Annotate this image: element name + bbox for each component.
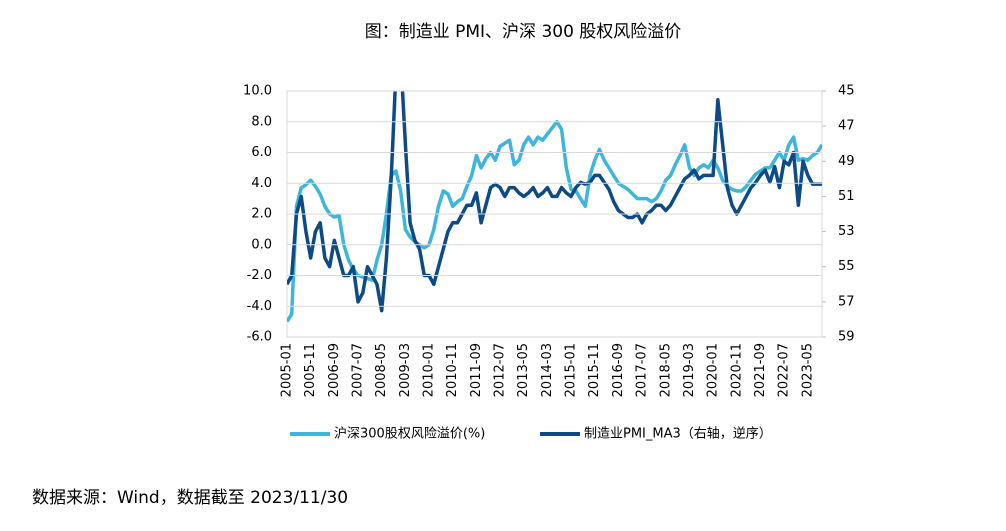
y-tick-label: 6.0 <box>251 145 272 160</box>
y2-tick-label: 53 <box>838 224 855 239</box>
y-tick-label: -6.0 <box>247 330 272 345</box>
x-tick-label: 2016-09 <box>611 343 626 397</box>
x-tick-label: 2021-09 <box>753 343 768 397</box>
x-tick-label: 2006-09 <box>327 343 342 397</box>
x-tick-label: 2007-07 <box>351 343 366 397</box>
x-tick-label: 2012-07 <box>493 343 508 397</box>
x-tick-label: 2005-01 <box>280 343 295 397</box>
y2-tick-label: 51 <box>838 189 855 204</box>
x-tick-label: 2010-01 <box>422 343 437 397</box>
y2-tick-label: 59 <box>838 330 855 345</box>
y2-tick-label: 45 <box>838 84 855 99</box>
x-tick-label: 2022-07 <box>777 343 792 397</box>
x-tick-label: 2008-05 <box>374 343 389 397</box>
x-tick-label: 2009-03 <box>398 343 413 397</box>
y2-tick-label: 57 <box>838 294 855 309</box>
x-tick-label: 2015-11 <box>587 343 602 397</box>
x-tick-label: 2015-01 <box>564 343 579 397</box>
plot-area <box>287 91 822 323</box>
y-tick-label: 4.0 <box>251 176 272 191</box>
series-line <box>287 120 822 323</box>
legend-label: 沪深300股权风险溢价(%) <box>334 426 485 442</box>
y2-tick-label: 47 <box>838 119 855 134</box>
x-tick-label: 2013-05 <box>516 343 531 397</box>
x-tick-label: 2020-11 <box>729 343 744 397</box>
x-tick-label: 2017-07 <box>635 343 650 397</box>
y-tick-label: -4.0 <box>247 299 272 314</box>
x-tick-label: 2018-05 <box>658 343 673 397</box>
y2-tick-label: 55 <box>838 259 855 274</box>
x-tick-label: 2011-09 <box>469 343 484 397</box>
series-line <box>287 91 822 313</box>
y-tick-label: 10.0 <box>243 84 272 99</box>
y2-tick-label: 49 <box>838 154 855 169</box>
y-tick-label: 0.0 <box>251 237 272 252</box>
x-tick-label: 2020-01 <box>706 343 721 397</box>
y-tick-label: 8.0 <box>251 114 272 129</box>
legend-label: 制造业PMI_MA3（右轴，逆序） <box>584 426 772 442</box>
x-tick-label: 2023-05 <box>800 343 815 397</box>
source-note: 数据来源：Wind，数据截至 2023/11/30 <box>32 488 348 508</box>
x-tick-label: 2005-11 <box>303 343 318 397</box>
x-tick-label: 2019-03 <box>682 343 697 397</box>
chart-title: 图：制造业 PMI、沪深 300 股权风险溢价 <box>365 22 682 42</box>
y-tick-label: -2.0 <box>247 268 272 283</box>
x-tick-label: 2014-03 <box>540 343 555 397</box>
x-tick-label: 2010-11 <box>445 343 460 397</box>
y-tick-label: 2.0 <box>251 207 272 222</box>
